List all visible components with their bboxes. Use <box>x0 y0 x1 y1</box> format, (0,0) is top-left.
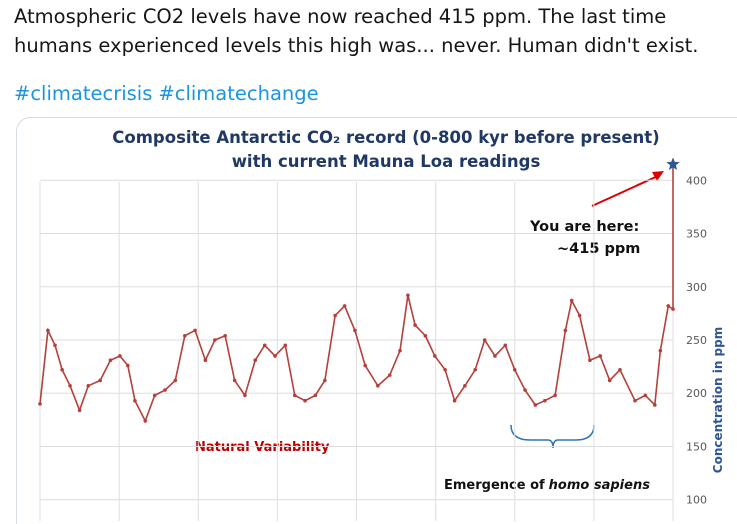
annotation-part: Emergence of <box>444 478 545 493</box>
data-point <box>118 354 122 358</box>
data-point <box>543 398 547 403</box>
data-point <box>563 328 568 333</box>
data-point <box>98 378 102 383</box>
data-point <box>253 358 258 363</box>
star-marker <box>666 157 680 170</box>
data-point <box>182 333 187 338</box>
data-point <box>323 378 327 383</box>
y-tick-label: 100 <box>686 494 707 507</box>
hashtag[interactable]: #climatechange <box>158 82 319 105</box>
data-point <box>512 368 517 372</box>
data-point <box>163 388 167 392</box>
data-point <box>671 307 675 311</box>
data-point <box>503 343 508 348</box>
data-point <box>232 378 237 383</box>
data-point <box>413 323 417 327</box>
annotation: Natural Variability <box>195 440 330 455</box>
y-axis-label: Concentration in ppm <box>711 327 725 473</box>
tweet-text: Atmospheric CO2 levels have now reached … <box>14 5 699 57</box>
data-point <box>333 313 337 318</box>
data-point <box>398 348 402 353</box>
data-point <box>193 328 197 333</box>
data-point <box>618 368 622 372</box>
data-point <box>303 398 307 403</box>
y-tick-label: 150 <box>686 440 707 453</box>
arrow-head <box>652 171 664 181</box>
data-point <box>643 393 648 398</box>
data-point <box>653 403 657 407</box>
data-point <box>60 368 64 372</box>
data-point <box>376 383 380 388</box>
data-point <box>273 354 277 358</box>
annotation-part: homo sapiens <box>549 478 651 493</box>
data-line <box>39 164 674 423</box>
data-point <box>243 393 247 398</box>
data-point <box>143 419 148 423</box>
data-point <box>46 328 50 333</box>
data-point <box>53 343 57 348</box>
data-point <box>406 293 410 298</box>
data-point <box>363 363 368 368</box>
data-point <box>152 393 157 398</box>
data-point <box>86 383 91 388</box>
annotation: ~415 ppm <box>557 241 640 257</box>
data-point <box>223 333 227 338</box>
data-point <box>292 393 297 398</box>
data-point <box>423 333 428 338</box>
y-tick-label: 250 <box>686 334 707 347</box>
data-point <box>38 402 42 406</box>
data-point <box>203 358 208 363</box>
data-point <box>68 383 72 388</box>
y-tick-label: 200 <box>686 387 707 400</box>
data-point <box>588 358 592 363</box>
data-point <box>133 398 137 403</box>
data-point <box>569 298 574 303</box>
data-point <box>433 354 437 358</box>
data-point <box>463 383 467 388</box>
data-point <box>213 338 217 342</box>
chart-title: Composite Antarctic CO₂ record (0-800 ky… <box>112 128 659 147</box>
data-point <box>658 348 663 353</box>
data-point <box>443 368 447 372</box>
data-point <box>533 403 538 407</box>
data-point <box>482 338 487 342</box>
data-point <box>353 328 357 333</box>
data-point <box>387 373 392 377</box>
y-tick-label: 400 <box>686 174 707 187</box>
data-point <box>666 304 671 308</box>
data-point <box>77 408 82 413</box>
data-point <box>607 378 612 383</box>
data-point <box>262 343 267 348</box>
data-point <box>108 358 113 363</box>
chart-title: with current Mauna Loa readings <box>232 152 541 171</box>
data-point <box>452 398 457 403</box>
data-point <box>473 368 477 372</box>
data-point <box>126 363 130 368</box>
annotation: You are here: <box>529 219 639 235</box>
data-point <box>342 304 347 308</box>
data-point <box>598 354 603 358</box>
hashtag[interactable]: #climatecrisis <box>14 82 153 105</box>
data-point <box>493 354 497 358</box>
y-tick-label: 350 <box>686 228 707 241</box>
data-point <box>523 388 527 392</box>
data-point <box>313 393 318 398</box>
data-point <box>633 398 637 403</box>
brace <box>510 424 595 449</box>
hashtags: #climatecrisis #climatechange <box>14 82 325 105</box>
data-point <box>173 378 178 383</box>
image-frame <box>16 117 737 524</box>
data-point <box>553 393 557 398</box>
data-point <box>283 343 288 348</box>
y-tick-label: 300 <box>686 281 707 294</box>
data-point <box>577 313 582 318</box>
annotation: Emergence of homo sapiens <box>444 478 650 493</box>
